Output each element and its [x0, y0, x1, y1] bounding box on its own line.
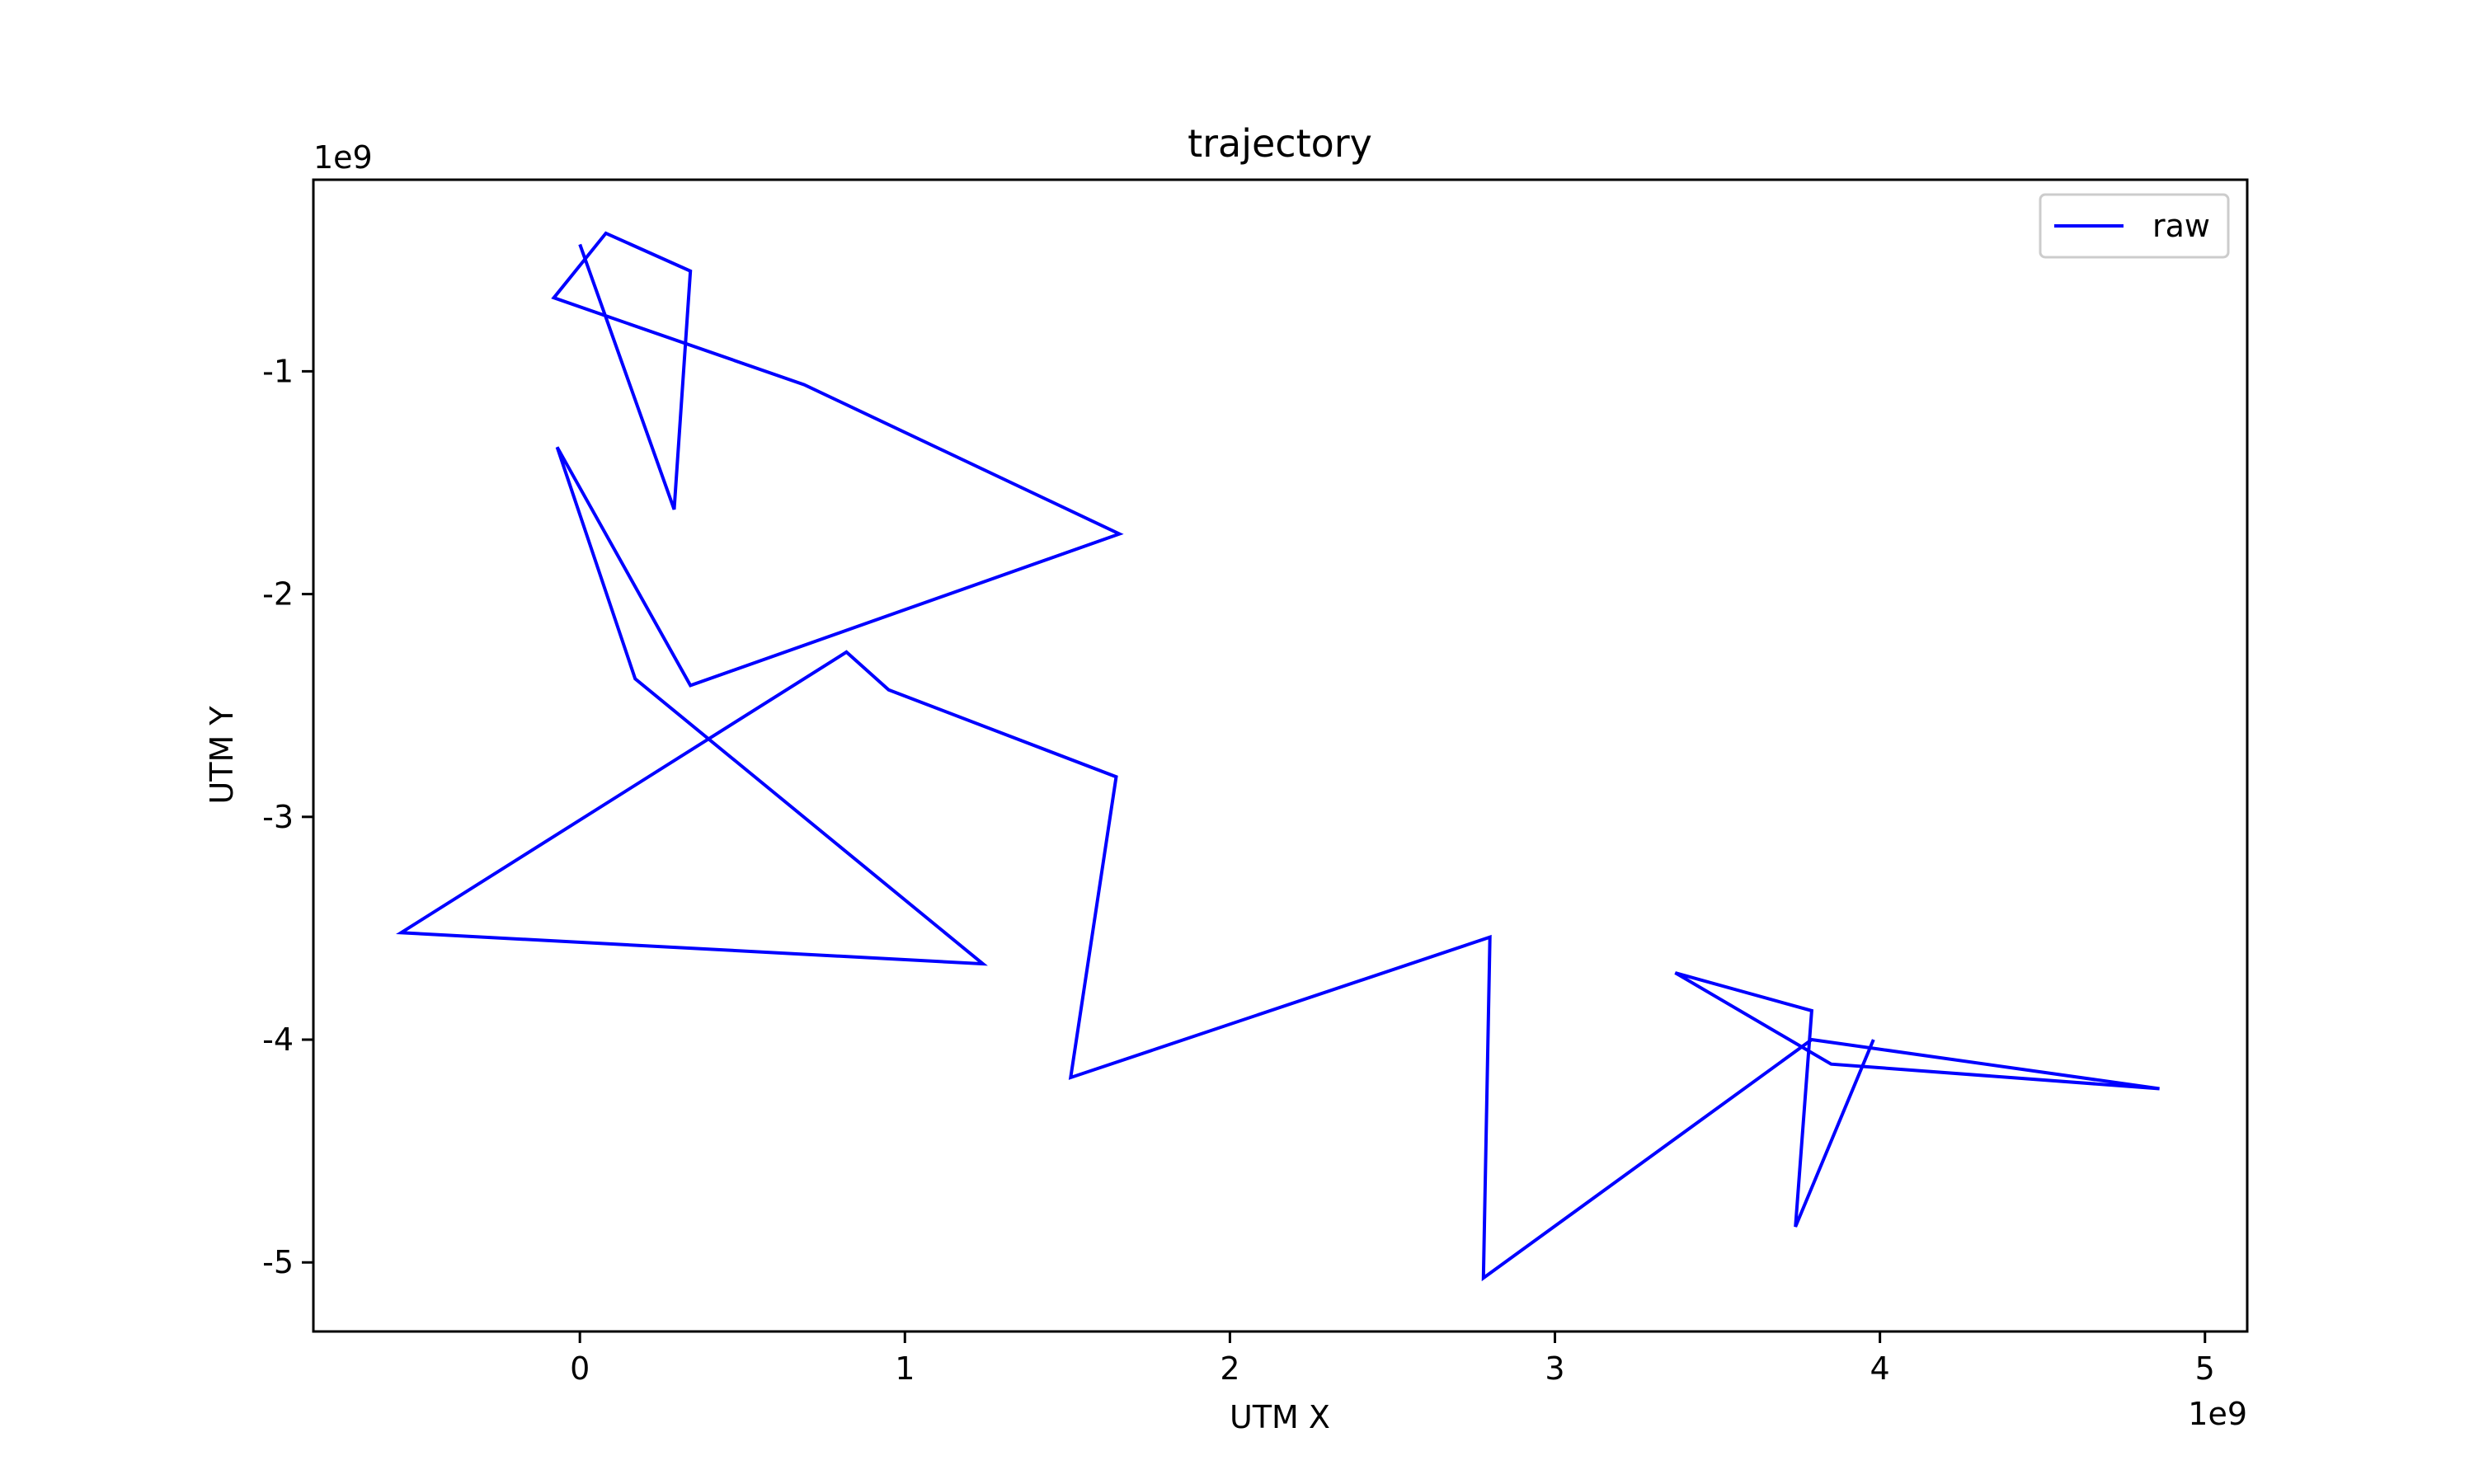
y-tick-label-3: -4 [262, 1021, 294, 1058]
y-axis-label: UTM Y [204, 706, 240, 805]
x-tick-label-5: 5 [2195, 1350, 2215, 1387]
series-layer [396, 231, 2160, 1282]
y-tick-label-1: -2 [262, 576, 294, 613]
y-tick-label-4: -5 [262, 1244, 294, 1280]
x-axis-label: UTM X [1230, 1399, 1330, 1435]
legend: raw [2039, 193, 2230, 259]
x-offset-label: 1e9 [2188, 1396, 2247, 1432]
x-tick-label-3: 3 [1545, 1350, 1564, 1387]
x-tick-label-4: 4 [1870, 1350, 1890, 1387]
plot-area [313, 180, 2247, 1331]
legend-box [2039, 193, 2230, 259]
y-tick-label-0: -1 [262, 353, 294, 389]
y-ticks: -1 -2 -3 -4 -5 [262, 353, 313, 1280]
x-tick-label-1: 1 [895, 1350, 915, 1387]
y-tick-label-2: -3 [262, 799, 294, 835]
series-line-raw [396, 231, 2160, 1282]
y-offset-label: 1e9 [313, 139, 373, 176]
x-tick-label-2: 2 [1220, 1350, 1239, 1387]
x-tick-label-0: 0 [570, 1350, 590, 1387]
plot-frame [312, 178, 2249, 1333]
legend-label-raw: raw [2152, 208, 2210, 244]
chart-title: trajectory [1188, 121, 1372, 166]
x-ticks: 0 1 2 3 4 5 [570, 1331, 2215, 1387]
